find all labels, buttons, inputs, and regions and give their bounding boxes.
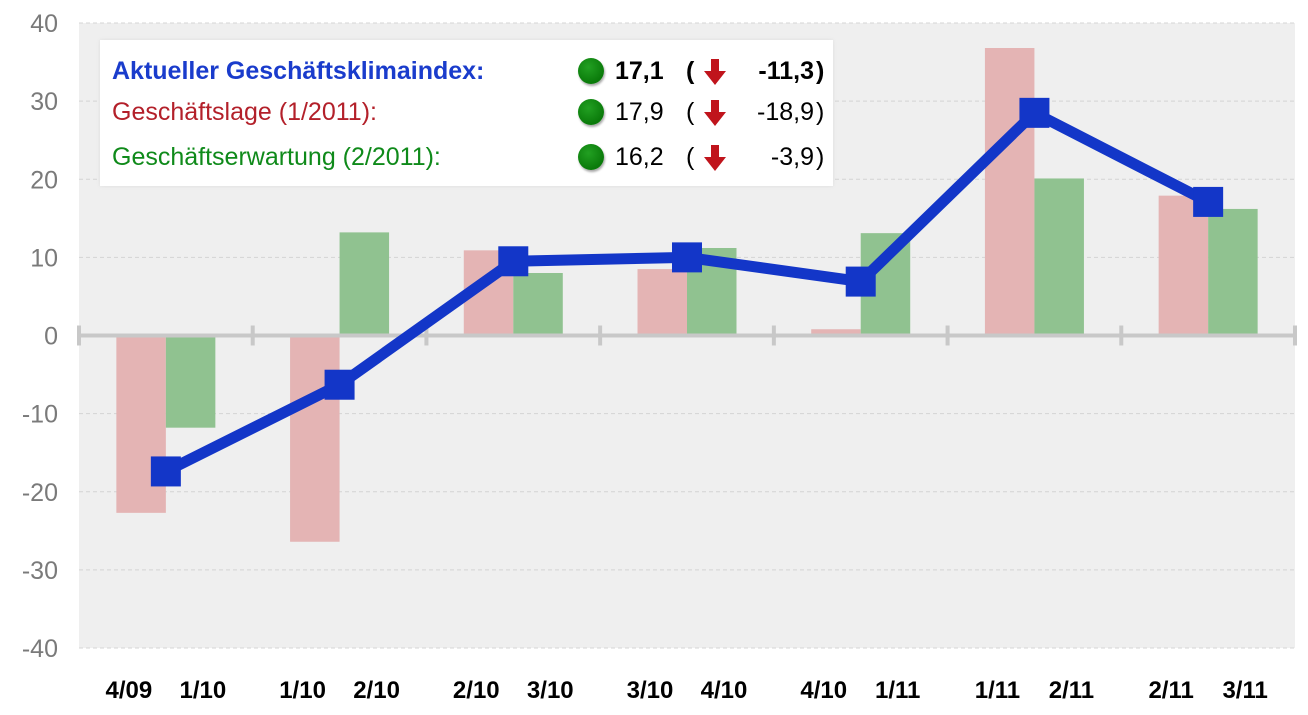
y-tick-label: 40 bbox=[30, 10, 58, 38]
legend-paren-open: ( bbox=[686, 98, 695, 126]
red-down-arrow-icon bbox=[704, 59, 726, 85]
bar-erwartung bbox=[339, 232, 390, 336]
y-axis-tick-labels: 40 30 20 10 0 -10 -20 -30 -40 bbox=[22, 10, 58, 663]
bar-erwartung bbox=[1034, 178, 1084, 336]
legend-delta-index: -11,3 bbox=[758, 57, 814, 85]
index-marker bbox=[1019, 97, 1050, 128]
category-label-right: 2/11 bbox=[1049, 677, 1094, 704]
category-label-left: 2/10 bbox=[453, 677, 500, 704]
index-marker bbox=[1193, 186, 1224, 217]
legend-label-index: Aktueller Geschäftsklimaindex: bbox=[112, 57, 485, 85]
legend-paren-open: ( bbox=[686, 143, 695, 171]
category-label-right: 2/10 bbox=[353, 677, 400, 704]
red-down-arrow-icon bbox=[704, 145, 726, 171]
y-tick-label: 20 bbox=[30, 166, 58, 194]
legend-paren-close: ) bbox=[816, 57, 825, 85]
x-axis-category-labels: 4/09 1/10 1/10 2/10 2/10 3/10 3/10 4/10 4/10 1/11… bbox=[105, 677, 1267, 704]
red-down-arrow-icon bbox=[704, 100, 726, 126]
bar-lage bbox=[1158, 195, 1209, 336]
legend-paren-close: ) bbox=[816, 143, 825, 171]
legend-delta-erwartung: -3,9 bbox=[770, 143, 814, 171]
y-tick-label: 0 bbox=[44, 323, 58, 351]
bar-lage bbox=[290, 335, 340, 542]
category-label-left: 3/10 bbox=[627, 677, 674, 704]
category-label-left: 1/11 bbox=[975, 677, 1020, 704]
bar-series bbox=[116, 48, 1258, 542]
category-label-right: 3/10 bbox=[527, 677, 574, 704]
legend-paren-close: ) bbox=[816, 98, 825, 126]
legend-value-erwartung: 16,2 bbox=[615, 143, 664, 171]
category-label-left: 1/10 bbox=[279, 677, 326, 704]
category-label-left: 4/10 bbox=[800, 677, 847, 704]
index-line-series bbox=[150, 97, 1224, 487]
green-circle-icon bbox=[578, 144, 604, 170]
index-marker bbox=[498, 246, 529, 277]
legend-box: Aktueller Geschäftsklimaindex: 17,1 ( -1… bbox=[100, 40, 833, 186]
y-tick-label: 30 bbox=[30, 88, 58, 116]
legend-delta-lage: -18,9 bbox=[757, 98, 814, 126]
bar-lage bbox=[637, 269, 687, 336]
category-label-left: 4/09 bbox=[105, 677, 152, 704]
legend-paren-open: ( bbox=[686, 57, 695, 85]
index-marker bbox=[845, 266, 876, 297]
y-tick-label: -10 bbox=[22, 401, 58, 429]
category-label-right: 4/10 bbox=[701, 677, 748, 704]
category-label-left: 2/11 bbox=[1148, 677, 1193, 704]
bar-lage bbox=[984, 48, 1035, 336]
legend-label-lage: Geschäftslage (1/2011): bbox=[112, 98, 377, 126]
index-marker bbox=[324, 369, 355, 400]
y-tick-label: -20 bbox=[22, 479, 58, 507]
bar-erwartung bbox=[165, 335, 216, 428]
bar-erwartung bbox=[1208, 208, 1258, 336]
legend-value-index: 17,1 bbox=[615, 57, 664, 85]
y-tick-label: 10 bbox=[30, 244, 58, 272]
category-label-right: 3/11 bbox=[1222, 677, 1267, 704]
index-marker bbox=[672, 242, 702, 273]
y-tick-label: -40 bbox=[22, 635, 58, 663]
green-circle-icon bbox=[578, 99, 604, 125]
category-label-right: 1/11 bbox=[875, 677, 920, 704]
index-marker bbox=[150, 456, 181, 487]
legend-value-lage: 17,9 bbox=[615, 98, 664, 126]
category-label-right: 1/10 bbox=[179, 677, 226, 704]
bar-lage bbox=[811, 329, 861, 336]
y-tick-label: -30 bbox=[22, 557, 58, 585]
legend-label-erwartung: Geschäftserwartung (2/2011): bbox=[112, 143, 441, 171]
bar-erwartung bbox=[513, 273, 563, 336]
green-circle-icon bbox=[578, 58, 604, 84]
